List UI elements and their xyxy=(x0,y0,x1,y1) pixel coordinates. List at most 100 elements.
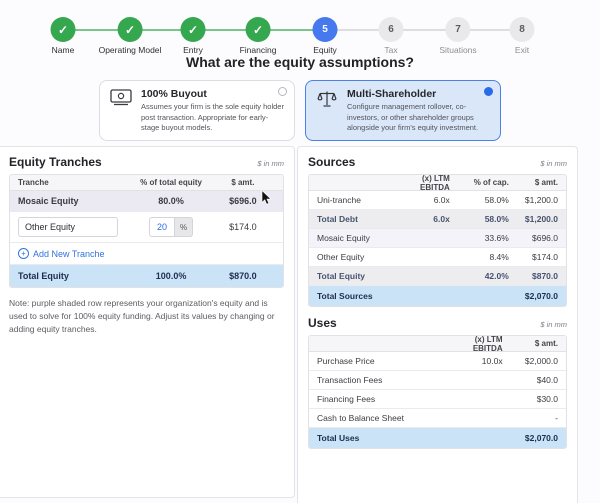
row-amt: $2,000.0 xyxy=(524,356,558,366)
row-pct: 58.0% xyxy=(484,195,509,205)
circle-plus-icon: + xyxy=(18,248,29,259)
step-financing[interactable]: ✓ Financing xyxy=(239,17,277,55)
row-amt: $174.0 xyxy=(532,252,558,262)
table-row-transaction-fees: Transaction Fees $40.0 xyxy=(309,371,566,390)
row-label: Financing Fees xyxy=(317,394,376,404)
row-amt: $40.0 xyxy=(536,375,558,385)
column-header-tranche: Tranche xyxy=(18,178,49,187)
check-icon: ✓ xyxy=(57,22,69,37)
column-header-amt: $ amt. xyxy=(231,178,255,187)
option-100-buyout[interactable]: 100% Buyout Assumes your firm is the sol… xyxy=(99,80,295,141)
column-header-pct: % of total equity xyxy=(140,178,202,187)
page-title: What are the equity assumptions? xyxy=(186,54,414,70)
total-label: Total Sources xyxy=(317,291,373,301)
table-row-total-sources: Total Sources $2,070.0 xyxy=(309,286,566,306)
units-label: $ in mm xyxy=(540,320,567,329)
stepper-remaining-line xyxy=(325,29,522,31)
row-amt: $870.0 xyxy=(532,271,558,281)
table-row-total-equity: Total Equity 100.0% $870.0 xyxy=(10,265,283,287)
row-label: Other Equity xyxy=(317,252,365,262)
row-multiple: 6.0x xyxy=(433,195,450,205)
step-label: Equity xyxy=(313,45,337,55)
step-operating-model[interactable]: ✓ Operating Model xyxy=(98,17,162,55)
step-label: Financing xyxy=(239,45,277,55)
option-description: Configure management rollover, co-invest… xyxy=(347,102,479,132)
option-multi-shareholder[interactable]: Multi-Shareholder Configure management r… xyxy=(305,80,501,141)
step-label: Name xyxy=(51,45,75,55)
row-amt: $696.0 xyxy=(532,233,558,243)
tranches-note: Note: purple shaded row represents your … xyxy=(9,298,275,335)
step-label: Exit xyxy=(514,45,530,55)
row-label: Total Equity xyxy=(317,271,366,281)
table-header-row: (x) LTM EBITDA $ amt. xyxy=(309,335,566,353)
table-row-mosaic-equity: Mosaic Equity 80.0% $696.0 xyxy=(10,191,283,212)
row-amt: - xyxy=(555,413,558,423)
balance-scale-icon xyxy=(315,88,339,134)
row-amt: $1,200.0 xyxy=(524,195,558,205)
step-situations[interactable]: 7 Situations xyxy=(439,17,477,55)
row-pct: 42.0% xyxy=(484,271,509,281)
table-row-purchase-price: Purchase Price 10.0x $2,000.0 xyxy=(309,352,566,371)
step-complete-circle: ✓ xyxy=(245,17,271,42)
uses-table: (x) LTM EBITDA $ amt. Purchase Price 10.… xyxy=(308,335,567,449)
equity-mode-options: 100% Buyout Assumes your firm is the sol… xyxy=(0,80,600,141)
step-label: Entry xyxy=(183,45,203,55)
step-complete-circle: ✓ xyxy=(117,17,143,42)
table-header-row: (x) LTM EBITDA % of cap. $ amt. xyxy=(309,175,566,192)
option-description: Assumes your firm is the sole equity hol… xyxy=(141,102,284,132)
step-current-circle: 5 xyxy=(312,17,338,42)
radio-selected-icon xyxy=(484,87,493,96)
equity-tranches-table: Tranche % of total equity $ amt. Mosaic … xyxy=(9,174,284,288)
column-header-multiple: (x) LTM EBITDA xyxy=(472,335,503,353)
table-row-financing-fees: Financing Fees $30.0 xyxy=(309,390,566,409)
step-tax[interactable]: 6 Tax xyxy=(378,17,404,55)
units-label: $ in mm xyxy=(257,159,284,168)
tranche-amt: $696.0 xyxy=(229,196,257,206)
table-row-total-uses: Total Uses $2,070.0 xyxy=(309,428,566,448)
radio-unselected-icon xyxy=(278,87,287,96)
total-amt: $870.0 xyxy=(229,271,257,281)
table-row-other-equity: Other Equity 8.4% $174.0 xyxy=(309,248,566,267)
row-pct: 8.4% xyxy=(489,252,509,262)
step-entry[interactable]: ✓ Entry xyxy=(180,17,206,55)
total-label: Total Uses xyxy=(317,433,360,443)
tranche-name-input[interactable] xyxy=(18,217,118,237)
check-icon: ✓ xyxy=(124,22,136,37)
tranche-label: Mosaic Equity xyxy=(18,196,79,206)
step-label: Operating Model xyxy=(98,45,162,55)
row-label: Total Debt xyxy=(317,214,358,224)
wizard-stepper: ✓ Name ✓ Operating Model ✓ Entry ✓ Finan… xyxy=(0,0,600,55)
row-multiple: 10.0x xyxy=(481,356,503,366)
option-text: 100% Buyout Assumes your firm is the sol… xyxy=(141,88,284,134)
step-equity[interactable]: 5 Equity xyxy=(312,17,338,55)
column-header-pct: % of cap. xyxy=(473,178,509,187)
step-label: Situations xyxy=(439,45,477,55)
table-row-total-debt: Total Debt 6.0x 58.0% $1,200.0 xyxy=(309,210,566,229)
row-amt: $1,200.0 xyxy=(524,214,558,224)
option-title: Multi-Shareholder xyxy=(347,88,437,100)
row-label: Mosaic Equity xyxy=(317,233,370,243)
step-exit[interactable]: 8 Exit xyxy=(509,17,535,55)
add-new-tranche-label: Add New Tranche xyxy=(33,248,105,259)
banknote-icon xyxy=(109,88,133,134)
check-icon: ✓ xyxy=(187,22,199,37)
percent-suffix: % xyxy=(175,217,194,237)
step-complete-circle: ✓ xyxy=(180,17,206,42)
total-amt: $2,070.0 xyxy=(524,291,558,301)
step-upcoming-circle: 8 xyxy=(509,17,535,42)
row-pct: 58.0% xyxy=(484,214,509,224)
table-row-mosaic-equity: Mosaic Equity 33.6% $696.0 xyxy=(309,229,566,248)
step-upcoming-circle: 7 xyxy=(445,17,471,42)
tranche-pct-input[interactable] xyxy=(149,217,175,237)
step-upcoming-circle: 6 xyxy=(378,17,404,42)
row-label: Transaction Fees xyxy=(317,375,383,385)
table-row-uni-tranche: Uni-tranche 6.0x 58.0% $1,200.0 xyxy=(309,191,566,210)
row-label: Cash to Balance Sheet xyxy=(317,413,404,423)
row-amt: $30.0 xyxy=(536,394,558,404)
check-icon: ✓ xyxy=(252,22,264,37)
add-new-tranche-button[interactable]: + Add New Tranche xyxy=(10,243,283,265)
step-name[interactable]: ✓ Name xyxy=(50,17,76,55)
row-pct: 33.6% xyxy=(484,233,509,243)
total-amt: $2,070.0 xyxy=(524,433,558,443)
